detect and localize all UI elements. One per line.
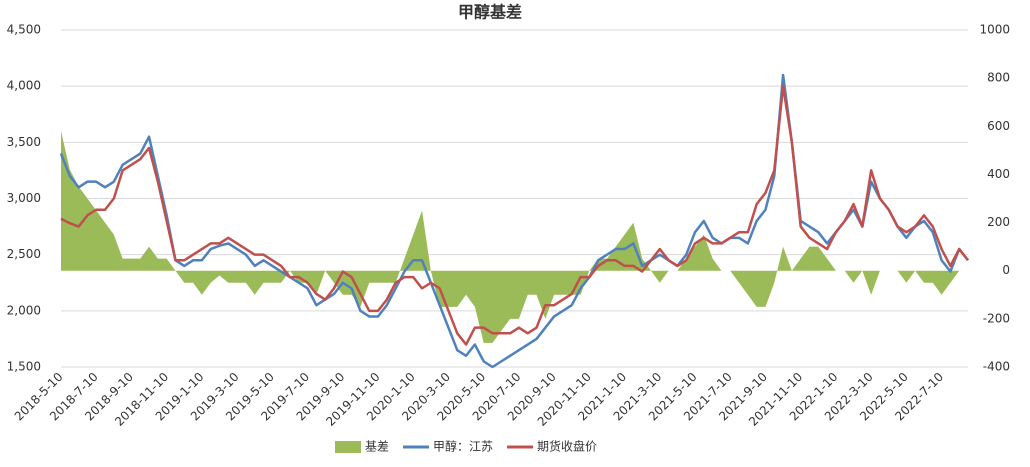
- y2-tick-label: 600: [987, 119, 1010, 133]
- y-tick-label: 2,500: [7, 247, 41, 261]
- price-line: [59, 73, 969, 369]
- legend-label: 基差: [365, 440, 389, 454]
- y2-tick-label: -200: [983, 311, 1010, 325]
- y2-tick-label: -400: [983, 360, 1010, 374]
- y-tick-label: 3,000: [7, 191, 41, 205]
- y2-tick-label: 400: [987, 167, 1010, 181]
- legend-label: 甲醇：江苏: [433, 439, 493, 454]
- legend-label: 期货收盘价: [537, 439, 597, 454]
- y-tick-label: 1,500: [7, 360, 41, 374]
- y-tick-label: 4,000: [7, 79, 41, 93]
- chart-title: 甲醇基差: [458, 3, 522, 22]
- y2-tick-label: 800: [987, 71, 1010, 85]
- y2-tick-label: 1000: [979, 23, 1010, 37]
- y-tick-label: 2,000: [7, 303, 41, 317]
- price-line: [60, 84, 969, 346]
- y-tick-label: 3,500: [7, 135, 41, 149]
- y2-tick-label: 0: [1002, 263, 1010, 277]
- y2-tick-label: 200: [987, 215, 1010, 229]
- legend-swatch: [335, 441, 361, 453]
- basis-area: [61, 131, 968, 343]
- y-tick-label: 4,500: [7, 23, 41, 37]
